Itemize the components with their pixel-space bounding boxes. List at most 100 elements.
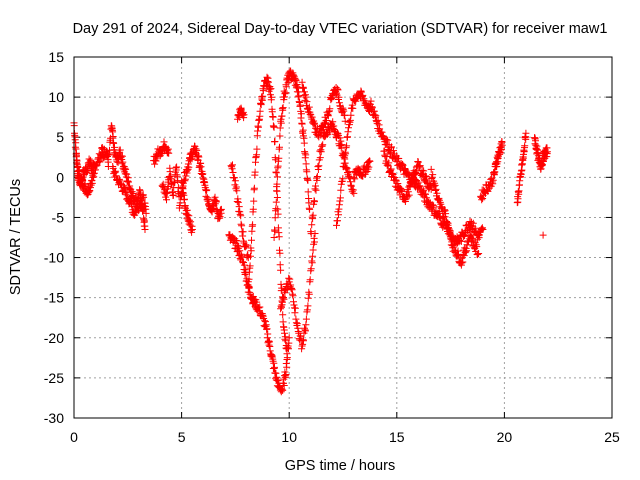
data-point	[311, 198, 318, 206]
data-point	[276, 132, 284, 140]
data-point	[302, 315, 310, 323]
data-point	[273, 187, 281, 195]
data-point	[329, 118, 337, 126]
data-point	[298, 120, 306, 128]
data-point	[306, 205, 314, 213]
data-point	[302, 327, 309, 335]
x-tick-label: 5	[178, 429, 186, 445]
data-point	[316, 147, 324, 155]
data-point	[88, 179, 96, 187]
data-point	[384, 136, 392, 144]
data-point	[292, 77, 300, 85]
data-point	[240, 111, 248, 119]
data-point	[302, 160, 310, 168]
data-point	[270, 234, 278, 241]
data-point	[514, 195, 522, 203]
data-point	[442, 210, 450, 218]
data-point	[95, 157, 103, 165]
data-point	[236, 247, 244, 255]
data-point	[319, 141, 327, 149]
data-point	[339, 175, 347, 183]
y-tick-label: -30	[44, 410, 64, 426]
data-point	[75, 167, 83, 175]
data-point	[405, 191, 413, 199]
data-point	[269, 113, 277, 121]
data-point	[240, 261, 248, 269]
data-point	[427, 165, 435, 173]
data-point	[422, 190, 429, 198]
data-point	[367, 97, 375, 105]
data-point	[235, 243, 243, 251]
data-point	[171, 178, 179, 186]
data-point	[307, 230, 315, 238]
data-point	[409, 178, 417, 186]
data-point	[249, 221, 257, 229]
data-point	[256, 107, 264, 115]
data-point	[479, 226, 487, 233]
data-point	[289, 292, 297, 300]
data-point	[450, 240, 458, 248]
data-point	[484, 187, 492, 195]
data-point	[249, 205, 257, 213]
data-point	[522, 135, 530, 143]
data-point	[311, 238, 318, 246]
data-point	[90, 169, 98, 177]
data-point	[307, 265, 315, 273]
data-point	[543, 148, 551, 156]
data-point	[250, 184, 258, 192]
y-tick-label: 10	[48, 89, 64, 105]
data-point	[279, 104, 287, 112]
x-tick-label: 15	[389, 429, 405, 445]
data-point	[78, 174, 86, 182]
data-point	[231, 177, 239, 185]
data-point	[413, 177, 421, 185]
data-point	[337, 137, 345, 145]
data-point	[278, 112, 286, 120]
data-point	[326, 105, 334, 113]
data-point	[72, 139, 80, 147]
y-tick-label: -10	[44, 250, 64, 266]
data-point	[374, 116, 382, 124]
data-point	[349, 104, 357, 112]
data-point	[275, 154, 283, 162]
data-point	[285, 334, 293, 342]
data-point	[306, 276, 314, 284]
data-point	[291, 304, 299, 312]
data-point	[197, 163, 205, 171]
data-point	[522, 129, 530, 137]
y-axis-label: SDTVAR / TECUs	[8, 179, 24, 295]
data-point	[342, 150, 350, 158]
data-point	[282, 89, 290, 97]
x-axis-label: GPS time / hours	[285, 458, 395, 474]
data-point	[280, 382, 288, 389]
data-point	[248, 236, 255, 244]
data-point	[245, 284, 253, 292]
data-point	[383, 153, 391, 160]
data-point	[234, 198, 242, 206]
data-point	[350, 174, 358, 182]
data-point	[312, 186, 320, 194]
data-point	[123, 188, 131, 196]
data-point	[429, 171, 437, 179]
data-point	[466, 226, 474, 234]
data-point	[282, 337, 290, 345]
data-point	[388, 143, 395, 151]
data-point	[366, 157, 374, 165]
data-point	[263, 73, 271, 81]
data-point	[277, 119, 285, 127]
data-point	[300, 337, 307, 345]
data-point	[90, 173, 98, 181]
data-point	[478, 196, 486, 204]
data-point	[263, 325, 271, 333]
data-point	[473, 243, 481, 251]
data-point	[300, 139, 308, 147]
data-point	[211, 193, 219, 201]
x-tick-labels: 0 5 10 15 20 25	[70, 429, 620, 445]
data-point	[165, 149, 173, 157]
data-point	[341, 155, 349, 163]
data-point	[282, 371, 290, 378]
data-point	[422, 194, 430, 202]
data-point	[304, 188, 312, 196]
